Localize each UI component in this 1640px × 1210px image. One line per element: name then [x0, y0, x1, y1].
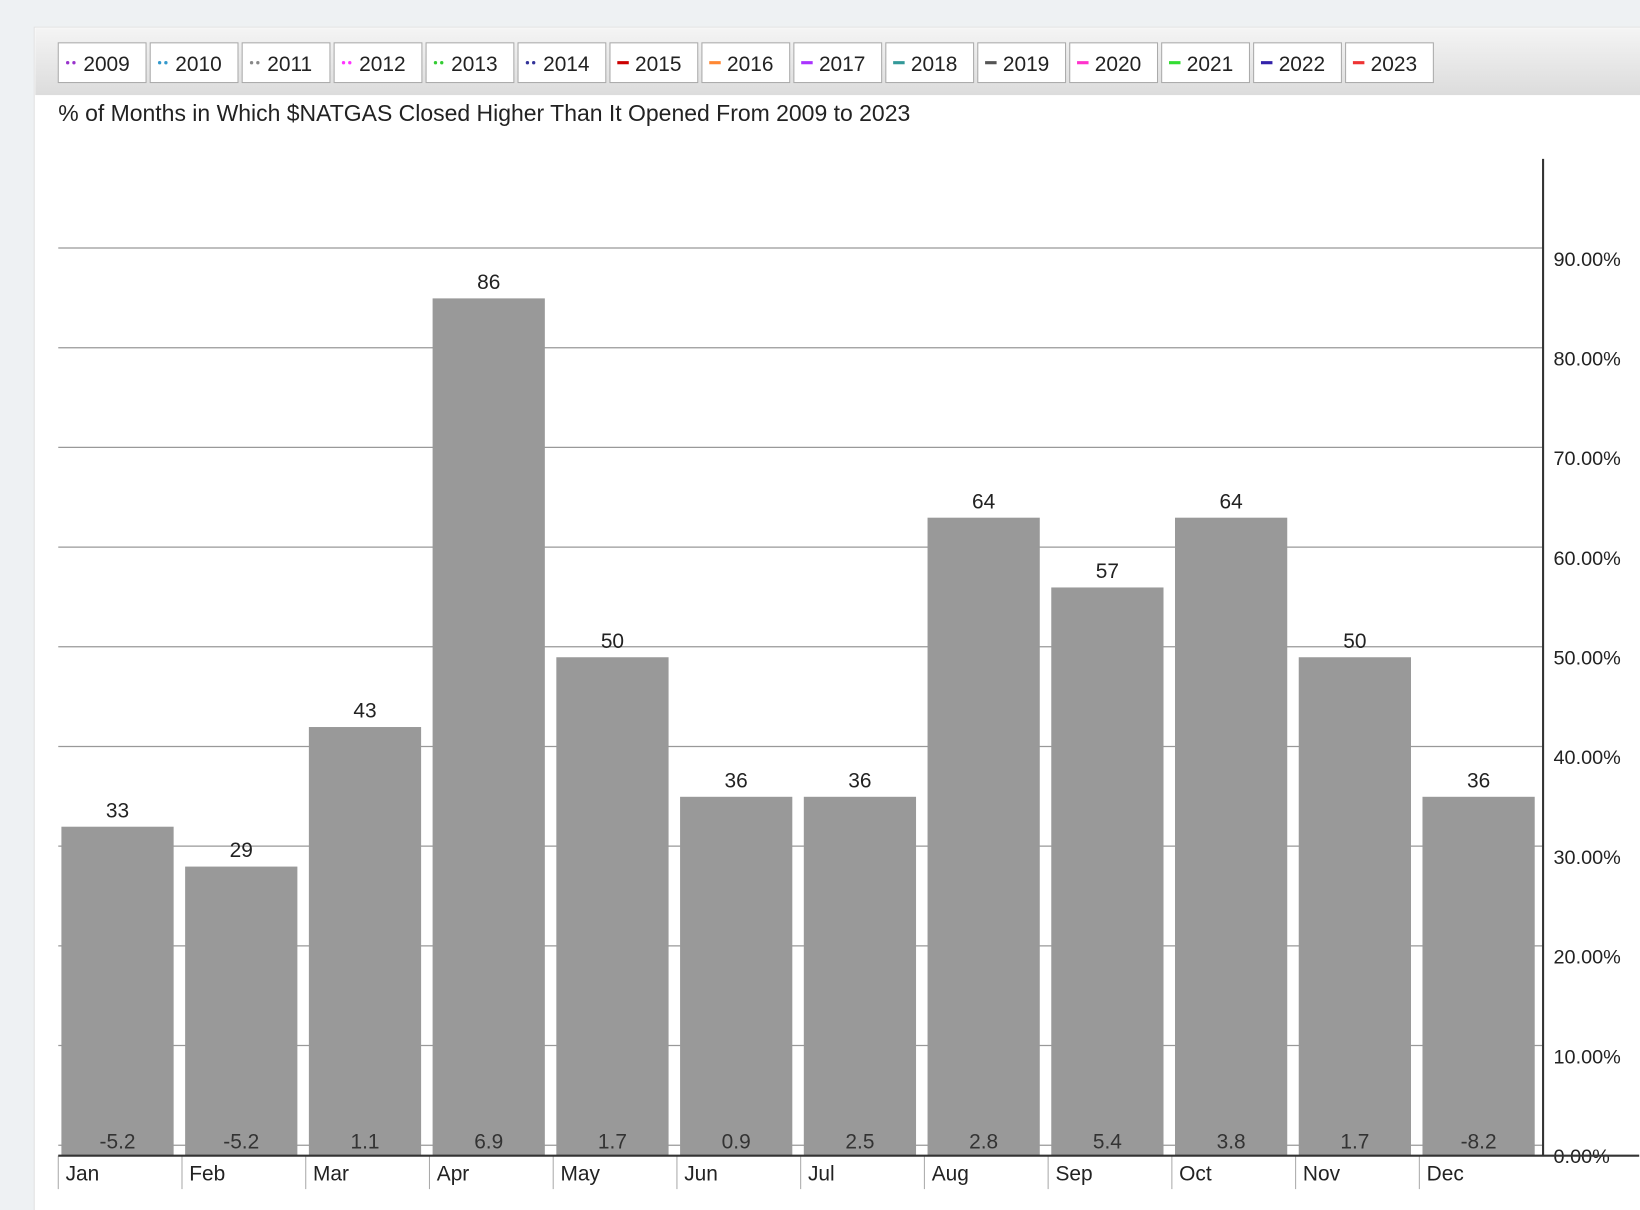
- value-label: 57: [1096, 560, 1119, 583]
- x-tick-label: Jan: [66, 1163, 100, 1186]
- legend-swatch: [164, 61, 168, 65]
- legend-swatch: [525, 61, 530, 65]
- legend-label: 2012: [359, 53, 405, 76]
- bar: [803, 796, 917, 1156]
- legend-label: 2020: [1095, 53, 1141, 76]
- bar: [432, 298, 545, 1156]
- legend-swatch: [72, 61, 76, 65]
- legend-label: 2023: [1371, 53, 1417, 76]
- bottom-label: 3.8: [1217, 1130, 1246, 1153]
- legend-label: 2017: [819, 53, 865, 76]
- value-label: 36: [848, 769, 871, 792]
- bar: [61, 826, 174, 1156]
- legend-swatch: [157, 61, 162, 65]
- y-tick-label: 90.00%: [1554, 249, 1621, 271]
- legend-label: 2010: [175, 53, 221, 76]
- bottom-label: 0.9: [722, 1130, 751, 1153]
- y-tick-label: 0.00%: [1554, 1146, 1610, 1168]
- legend-label: 2021: [1187, 53, 1233, 76]
- value-label: 86: [477, 271, 500, 294]
- legend-swatch: [433, 61, 438, 65]
- x-tick-label: Jun: [684, 1163, 718, 1186]
- y-tick-label: 50.00%: [1554, 648, 1621, 670]
- value-label: 50: [1343, 630, 1366, 653]
- bar: [680, 796, 793, 1156]
- value-label: 50: [601, 630, 624, 653]
- legend-swatch: [348, 61, 352, 65]
- bar: [1298, 657, 1411, 1156]
- chart-title: % of Months in Which $NATGAS Closed High…: [58, 100, 910, 126]
- bar: [185, 866, 298, 1156]
- bar: [1422, 796, 1535, 1156]
- x-tick-label: May: [561, 1163, 601, 1186]
- legend-swatch: [440, 61, 444, 65]
- value-label: 33: [106, 799, 129, 822]
- legend-swatch: [532, 61, 536, 65]
- value-label: 36: [1467, 769, 1490, 792]
- x-tick-label: Jul: [808, 1163, 835, 1186]
- y-tick-label: 80.00%: [1554, 349, 1621, 371]
- value-label: 29: [230, 839, 253, 862]
- bottom-label: -8.2: [1461, 1130, 1497, 1153]
- legend-label: 2014: [543, 53, 589, 76]
- x-tick-label: Apr: [437, 1163, 470, 1186]
- x-tick-label: Aug: [932, 1163, 969, 1186]
- bottom-label: 1.7: [598, 1130, 627, 1153]
- x-tick-label: Sep: [1055, 1163, 1092, 1186]
- y-tick-label: 20.00%: [1554, 947, 1621, 969]
- legend-label: 2011: [267, 53, 312, 76]
- x-tick-label: Dec: [1427, 1163, 1464, 1186]
- y-tick-label: 30.00%: [1554, 847, 1621, 869]
- legend-swatch: [341, 61, 346, 65]
- y-tick-label: 70.00%: [1554, 448, 1621, 470]
- legend-label: 2016: [727, 53, 773, 76]
- legend-label: 2013: [451, 53, 497, 76]
- legend-label: 2022: [1279, 53, 1325, 76]
- x-tick-label: Nov: [1303, 1163, 1341, 1186]
- legend-label: 2009: [83, 53, 129, 76]
- value-label: 64: [1220, 490, 1243, 513]
- bottom-label: 2.8: [969, 1130, 998, 1153]
- bottom-label: 2.5: [845, 1130, 874, 1153]
- bottom-label: 5.4: [1093, 1130, 1122, 1153]
- bar: [1175, 517, 1288, 1156]
- bar: [556, 657, 669, 1156]
- x-tick-label: Oct: [1179, 1163, 1212, 1186]
- x-tick-label: Feb: [189, 1163, 225, 1186]
- y-tick-label: 10.00%: [1554, 1046, 1621, 1068]
- legend-swatch: [249, 61, 254, 65]
- bottom-label: 1.7: [1340, 1130, 1369, 1153]
- value-label: 36: [725, 769, 748, 792]
- legend-swatch: [65, 61, 70, 65]
- value-label: 43: [353, 700, 376, 723]
- legend-swatch: [256, 61, 260, 65]
- bottom-label: -5.2: [100, 1130, 136, 1153]
- bar: [1051, 587, 1164, 1156]
- y-tick-label: 60.00%: [1554, 548, 1621, 570]
- bar: [927, 517, 1040, 1156]
- value-label: 64: [972, 490, 995, 513]
- x-tick-label: Mar: [313, 1163, 349, 1186]
- legend-label: 2018: [911, 53, 957, 76]
- legend-label: 2015: [635, 53, 681, 76]
- bottom-label: 1.1: [350, 1130, 379, 1153]
- bottom-label: -5.2: [223, 1130, 259, 1153]
- legend-label: 2019: [1003, 53, 1049, 76]
- bottom-label: 6.9: [474, 1130, 503, 1153]
- bar: [308, 727, 422, 1156]
- y-tick-label: 40.00%: [1554, 747, 1621, 769]
